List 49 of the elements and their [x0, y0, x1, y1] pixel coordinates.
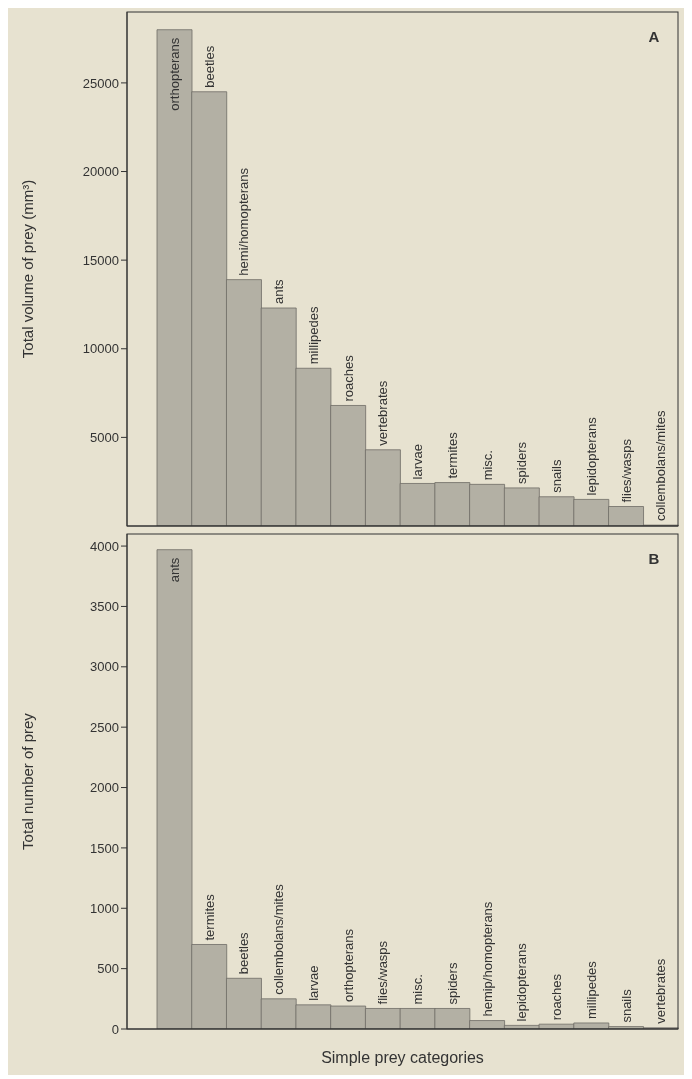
category-label: millipedes — [305, 306, 321, 365]
category-label: orthopterans — [340, 929, 356, 1003]
category-label: vertebrates — [653, 958, 669, 1024]
x-axis-title: Simple prey categories — [321, 1049, 484, 1066]
category-label: roaches — [549, 973, 565, 1021]
y-axis-title: Total volume of prey (mm³) — [19, 179, 37, 359]
category-label: flies/wasps — [375, 940, 391, 1005]
category-label: ants — [167, 557, 182, 583]
annotation: A — [648, 28, 660, 45]
y-tick-label: 2000 — [90, 780, 119, 796]
category-label: spiders — [444, 962, 460, 1005]
category-label: misc. — [410, 974, 426, 1005]
category-label: spiders — [514, 441, 530, 484]
category-label: collembolans/mites — [271, 884, 287, 995]
y-tick-label: 3500 — [90, 599, 119, 615]
category-label: lepidopterans — [514, 943, 530, 1022]
category-label: misc. — [479, 450, 495, 481]
y-tick-label: 15000 — [82, 252, 119, 268]
y-tick-label: 4000 — [90, 538, 119, 554]
category-label: lepidopterans — [583, 417, 599, 496]
category-label: hemip/homopterans — [479, 901, 495, 1017]
category-label: hemi/homopterans — [236, 167, 252, 276]
category-label: millipedes — [583, 961, 599, 1019]
category-label: roaches — [340, 355, 356, 402]
category-label: ants — [271, 279, 287, 304]
category-label: flies/wasps — [618, 438, 634, 503]
category-label: larvae — [305, 965, 321, 1001]
y-tick-label: 20000 — [82, 164, 119, 180]
y-tick-label: 5000 — [90, 429, 119, 445]
category-label: snails — [618, 989, 634, 1023]
y-axis-title: Total number of prey — [19, 712, 37, 850]
annotation: B — [648, 550, 660, 567]
y-tick-label: 2500 — [90, 719, 119, 735]
y-tick-label: 0 — [111, 1021, 119, 1037]
category-label: collembolans/mites — [653, 410, 669, 522]
y-tick-label: 1000 — [90, 900, 119, 916]
y-tick-label: 25000 — [82, 75, 119, 91]
y-tick-label: 1500 — [90, 840, 119, 856]
category-label: termites — [444, 432, 460, 479]
category-label: termites — [201, 894, 217, 941]
y-tick-label: 500 — [97, 961, 119, 977]
category-label: snails — [549, 459, 565, 493]
category-label: orthopterans — [167, 37, 182, 111]
category-label: larvae — [410, 444, 426, 480]
category-label: beetles — [201, 45, 217, 88]
category-label: beetles — [236, 932, 252, 975]
y-tick-label: 10000 — [82, 341, 119, 357]
category-label: vertebrates — [375, 380, 391, 446]
y-tick-label: 3000 — [90, 659, 119, 675]
